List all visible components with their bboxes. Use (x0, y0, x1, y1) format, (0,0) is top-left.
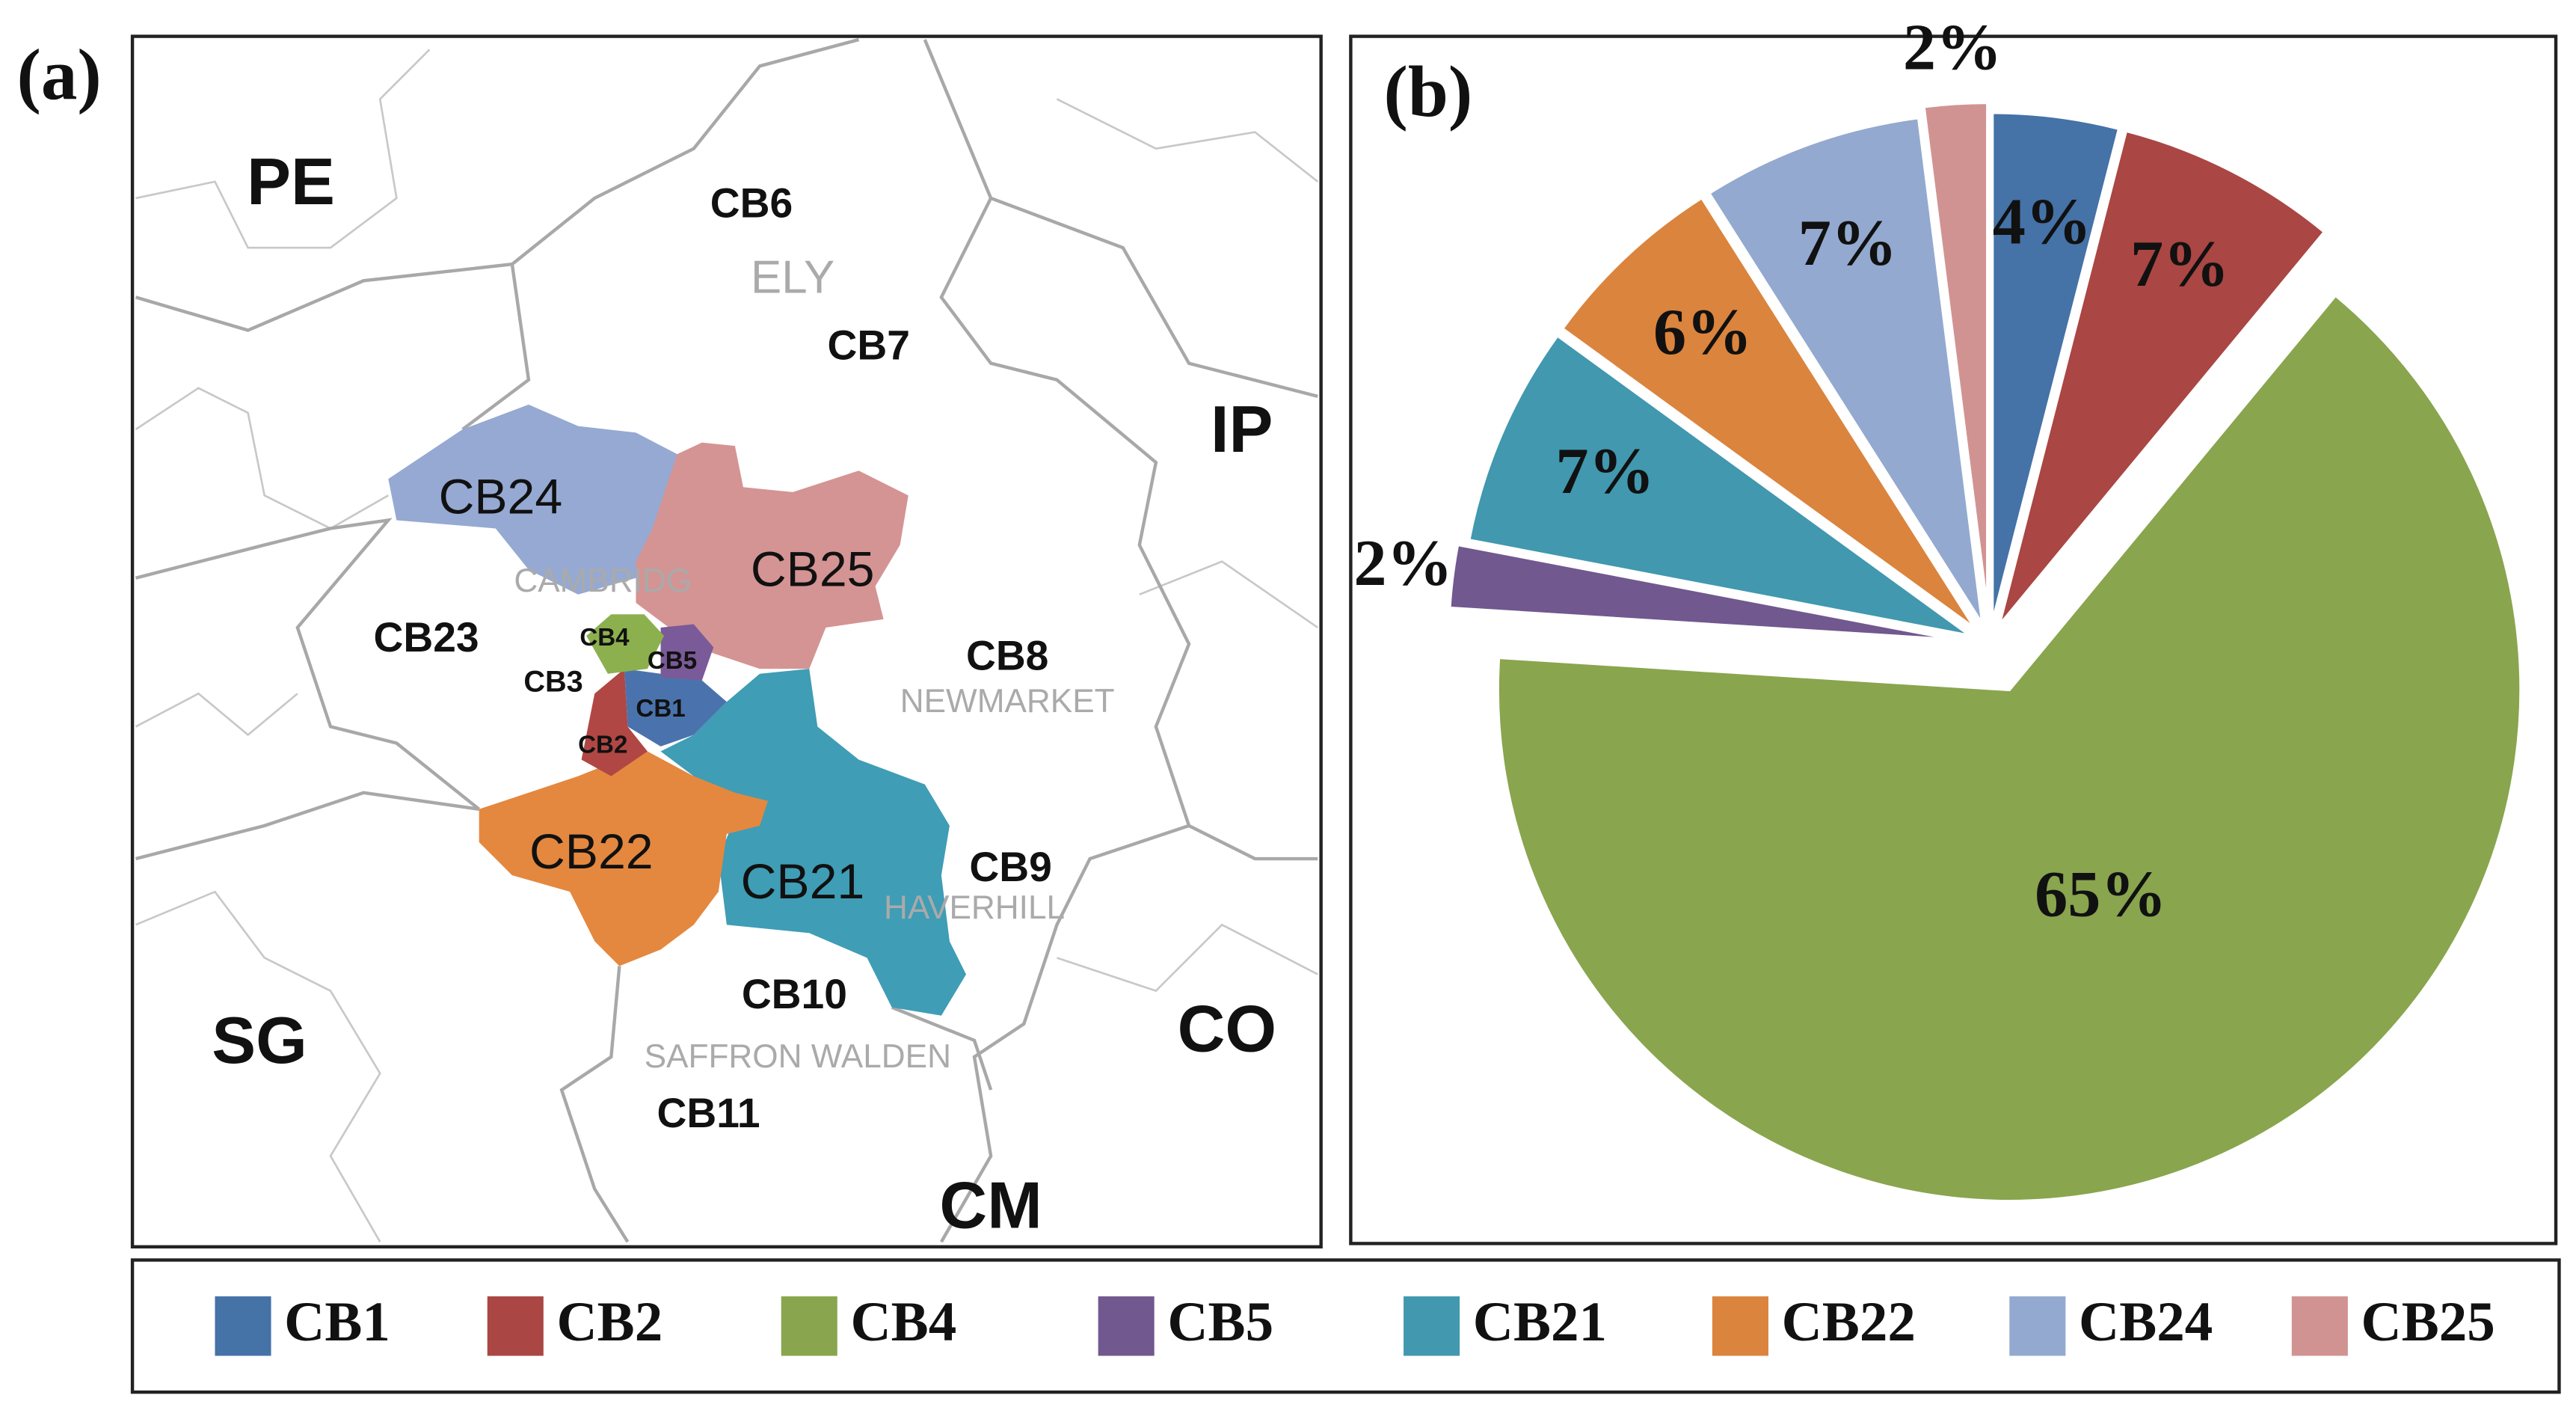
boundary (559, 966, 630, 1243)
boundary (891, 1005, 993, 1091)
legend-swatch (781, 1296, 837, 1356)
map-label: NEWMARKET (900, 683, 1115, 720)
pie-slice (1447, 542, 1961, 643)
map-label: IP (1211, 392, 1273, 466)
region (624, 669, 727, 747)
map-label: CB6 (710, 180, 793, 227)
region (660, 669, 966, 1016)
slice-label: 7% (2130, 227, 2229, 301)
legend-swatch (1712, 1296, 1768, 1356)
boundary (1056, 923, 1318, 993)
legend-swatch (215, 1296, 271, 1356)
boundary (923, 39, 1191, 1243)
pie-slice (1990, 111, 2122, 625)
map-label: CM (939, 1168, 1042, 1242)
legend-label: CB22 (1782, 1291, 1916, 1353)
pie-slice (1706, 115, 1985, 627)
map: PE CB6 ELY CB7 IP CB24 CAMBRIDG CB25 CB2… (130, 34, 1323, 1249)
slice-label: 4% (1993, 185, 2091, 258)
legend-label: CB5 (1167, 1291, 1273, 1353)
pie-slice (1466, 333, 1973, 638)
region (479, 751, 769, 966)
map-label: HAVERHILL (884, 889, 1065, 926)
map-label: CB23 (374, 614, 479, 660)
legend-label: CB25 (2361, 1291, 2495, 1353)
legend-label: CB24 (2079, 1291, 2213, 1353)
boundary (1056, 98, 1319, 183)
map-label: CB1 (636, 695, 685, 723)
region (636, 442, 909, 669)
legend-label: CB21 (1473, 1291, 1607, 1353)
map-label: SAFFRON WALDEN (645, 1038, 951, 1075)
pie-slice (1559, 194, 1978, 631)
map-label: CB21 (741, 854, 865, 910)
slice-label: 2% (1353, 527, 1452, 600)
map-label: CB22 (529, 824, 654, 880)
region (581, 669, 648, 776)
map-label: CO (1178, 991, 1276, 1065)
legend-swatch (2009, 1296, 2066, 1356)
panel-label: (a) (17, 35, 102, 116)
legend-swatch (2291, 1296, 2348, 1356)
map-label: PE (247, 144, 335, 218)
map-label: SG (212, 1003, 307, 1077)
boundary (1188, 824, 1318, 861)
boundary (511, 37, 860, 266)
map-label: CB11 (657, 1090, 760, 1136)
legend-label: CB1 (284, 1291, 390, 1353)
map-label: CB2 (578, 732, 627, 759)
boundary (135, 49, 431, 249)
boundary (135, 262, 531, 431)
boundary (135, 890, 381, 1242)
slice-label: 6% (1653, 295, 1752, 369)
map-label: CB24 (439, 469, 563, 524)
panel-label: (b) (1384, 52, 1473, 132)
map-label: CB25 (751, 542, 875, 598)
pie-slice (1496, 292, 2523, 1204)
map-label: CB4 (580, 624, 630, 652)
legend-swatch (487, 1296, 544, 1356)
region (388, 404, 677, 595)
map-label: CAMBRIDG (514, 563, 692, 599)
boundary (1139, 560, 1318, 629)
boundary (135, 791, 480, 861)
map-label: ELY (751, 252, 834, 304)
map-label: CB9 (969, 844, 1051, 890)
map-label: CB5 (648, 647, 697, 675)
pie-slice (1996, 128, 2328, 628)
map-label: CB10 (742, 971, 847, 1017)
slice-label: 65% (2035, 858, 2167, 931)
region (660, 624, 714, 681)
slice-label: 7% (1798, 206, 1897, 280)
map-label: CB8 (966, 632, 1048, 678)
region (586, 614, 664, 674)
map-label: CB7 (828, 322, 910, 368)
map-label: CB3 (523, 666, 582, 699)
legend-swatch (1098, 1296, 1155, 1356)
boundary (990, 196, 1318, 398)
boundary (135, 518, 481, 811)
pie-slice (1922, 100, 1990, 615)
slice-label: 7% (1555, 435, 1654, 508)
legend-swatch (1404, 1296, 1460, 1356)
legend-label: CB2 (556, 1291, 663, 1353)
legend-label: CB4 (850, 1291, 956, 1353)
boundary (135, 692, 298, 737)
boundary (135, 387, 389, 530)
slice-label: 2% (1903, 10, 2002, 84)
